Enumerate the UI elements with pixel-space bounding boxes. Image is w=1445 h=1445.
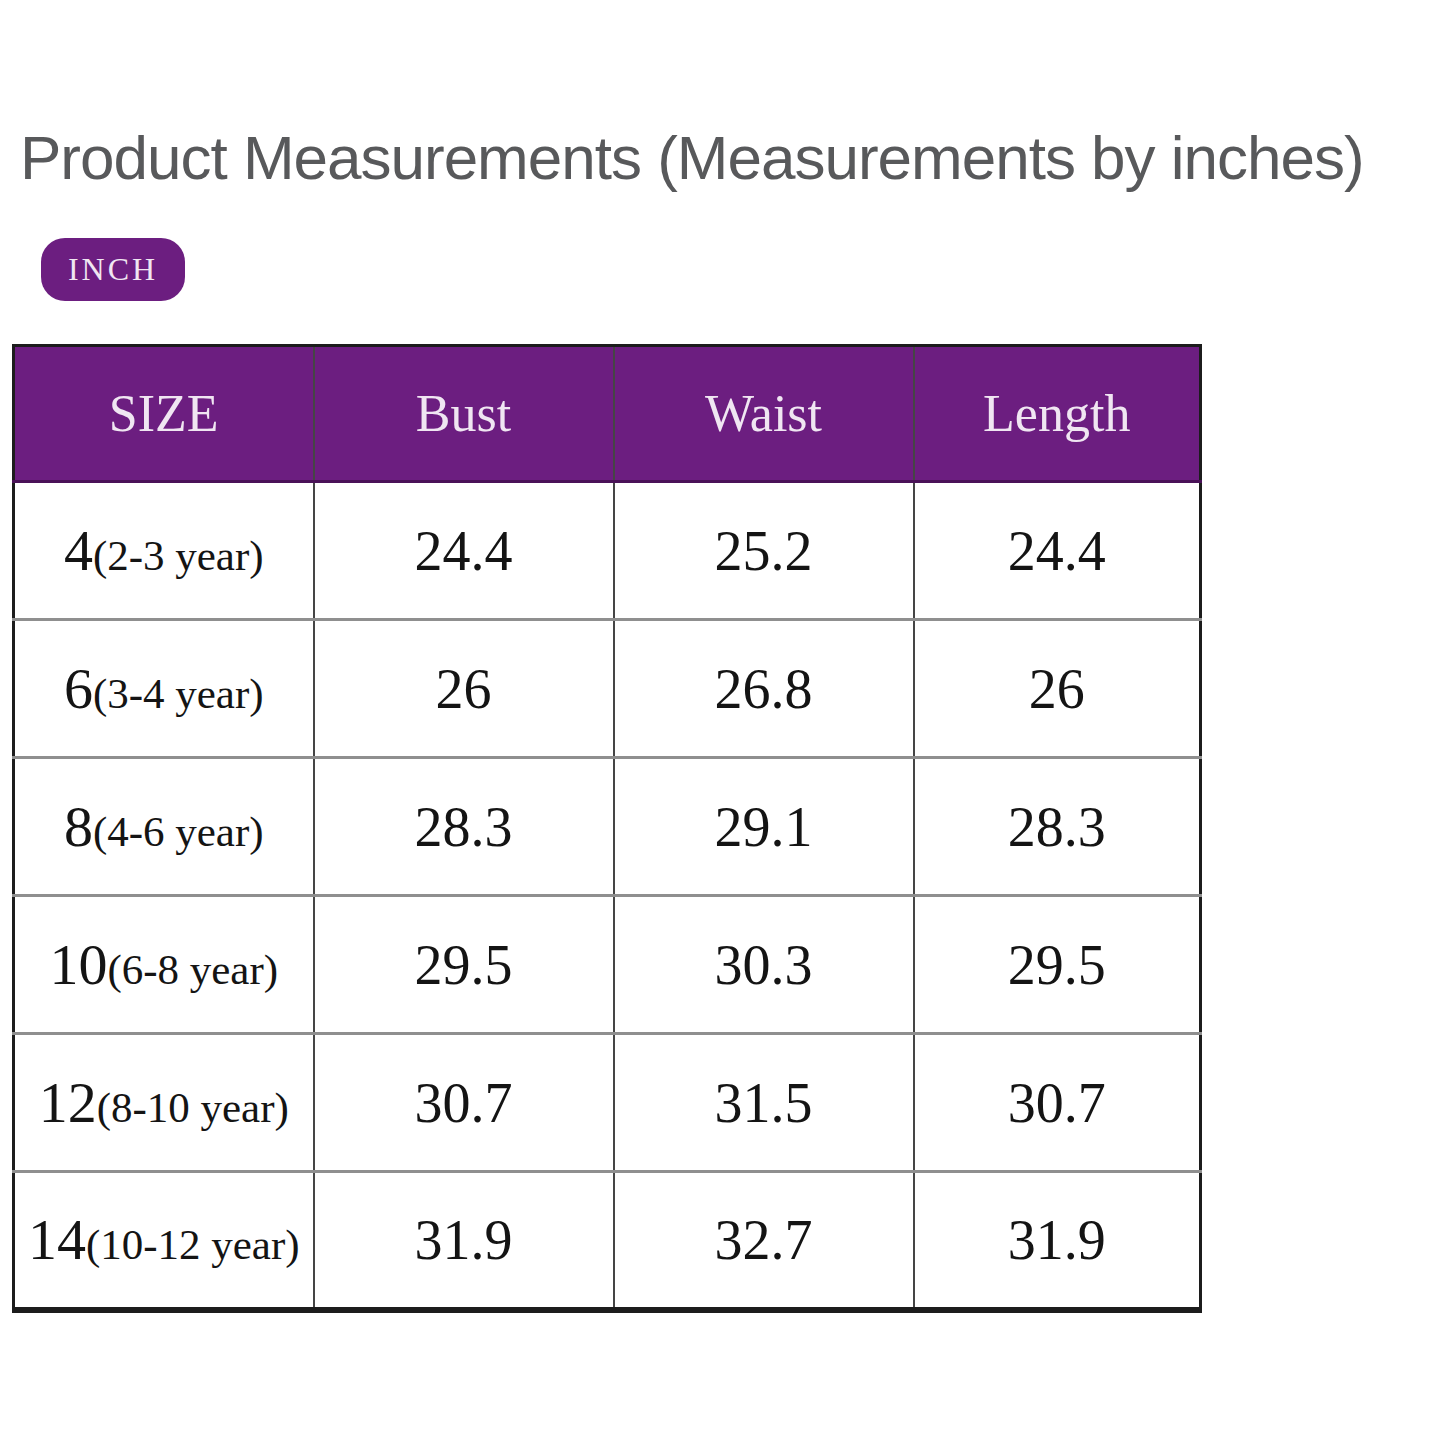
size-cell: 6(3-4 year) [14,620,314,758]
bust-cell: 29.5 [314,896,614,1034]
waist-cell: 30.3 [614,896,914,1034]
table-header: SIZE Bust Waist Length [14,346,1201,482]
size-age-range: (10-12 year) [86,1221,300,1268]
table-row: 10(6-8 year) 29.5 30.3 29.5 [14,896,1201,1034]
page-title: Product Measurements (Measurements by in… [20,122,1364,193]
size-age-range: (2-3 year) [93,532,264,579]
waist-cell: 26.8 [614,620,914,758]
size-chart-page: Product Measurements (Measurements by in… [0,0,1445,1445]
table-row: 12(8-10 year) 30.7 31.5 30.7 [14,1034,1201,1172]
header-waist: Waist [614,346,914,482]
length-cell: 28.3 [914,758,1201,896]
length-cell: 24.4 [914,482,1201,620]
header-length: Length [914,346,1201,482]
size-number: 6 [64,656,93,721]
bust-cell: 30.7 [314,1034,614,1172]
size-number: 14 [28,1207,86,1272]
table-row: 8(4-6 year) 28.3 29.1 28.3 [14,758,1201,896]
size-cell: 10(6-8 year) [14,896,314,1034]
header-size: SIZE [14,346,314,482]
size-cell: 12(8-10 year) [14,1034,314,1172]
size-age-range: (4-6 year) [93,808,264,855]
size-age-range: (6-8 year) [107,946,278,993]
size-number: 4 [64,518,93,583]
table-body: 4(2-3 year) 24.4 25.2 24.4 6(3-4 year) 2… [14,482,1201,1310]
header-bust: Bust [314,346,614,482]
waist-cell: 29.1 [614,758,914,896]
inch-unit-label: INCH [68,251,158,288]
header-row: SIZE Bust Waist Length [14,346,1201,482]
length-cell: 30.7 [914,1034,1201,1172]
length-cell: 31.9 [914,1172,1201,1310]
bust-cell: 26 [314,620,614,758]
bust-cell: 24.4 [314,482,614,620]
measurements-table: SIZE Bust Waist Length 4(2-3 year) 24.4 … [12,344,1202,1313]
waist-cell: 31.5 [614,1034,914,1172]
size-age-range: (3-4 year) [93,670,264,717]
size-cell: 8(4-6 year) [14,758,314,896]
inch-unit-toggle[interactable]: INCH [41,238,185,301]
size-cell: 14(10-12 year) [14,1172,314,1310]
size-age-range: (8-10 year) [97,1084,289,1131]
table-row: 6(3-4 year) 26 26.8 26 [14,620,1201,758]
bust-cell: 31.9 [314,1172,614,1310]
size-number: 10 [49,932,107,997]
size-cell: 4(2-3 year) [14,482,314,620]
length-cell: 29.5 [914,896,1201,1034]
waist-cell: 32.7 [614,1172,914,1310]
table-row: 14(10-12 year) 31.9 32.7 31.9 [14,1172,1201,1310]
size-number: 12 [39,1070,97,1135]
size-number: 8 [64,794,93,859]
table-row: 4(2-3 year) 24.4 25.2 24.4 [14,482,1201,620]
length-cell: 26 [914,620,1201,758]
bust-cell: 28.3 [314,758,614,896]
waist-cell: 25.2 [614,482,914,620]
